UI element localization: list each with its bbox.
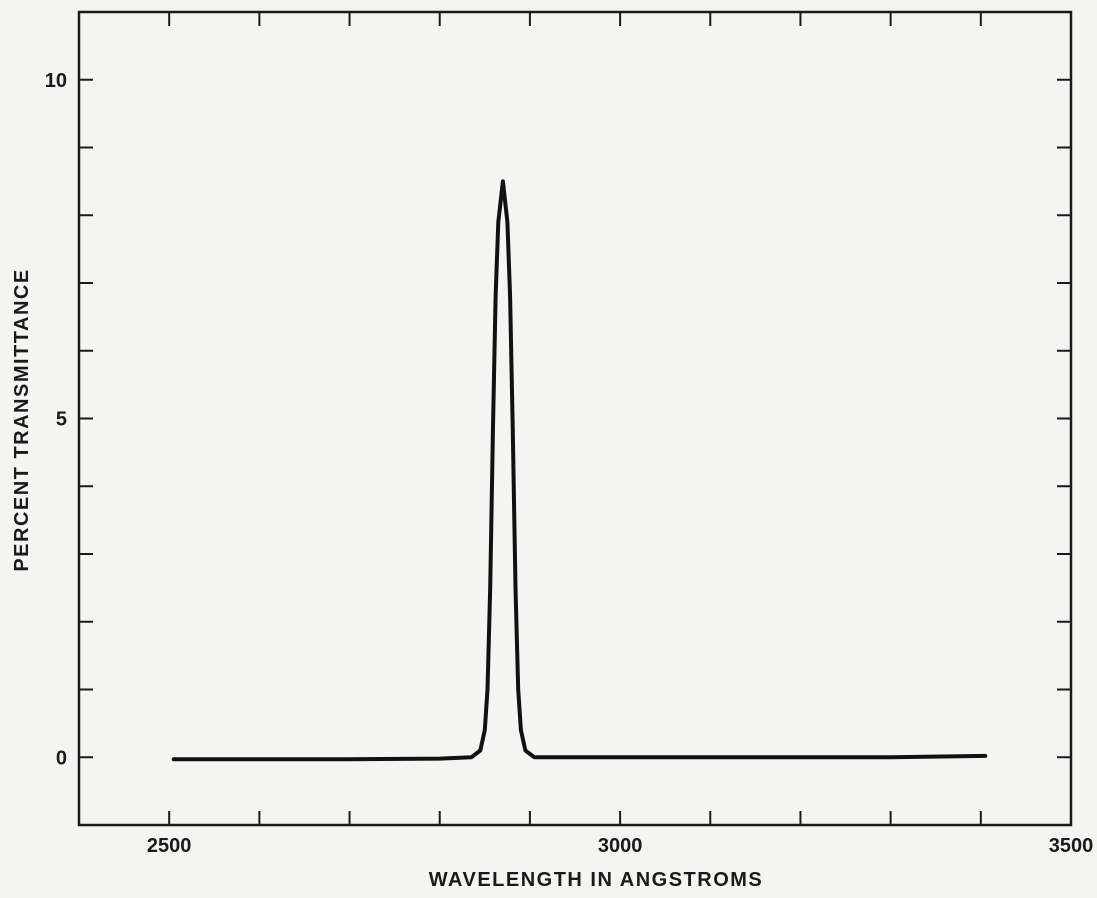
- x-tick-labels: 2500 3000 3500: [147, 835, 1093, 857]
- x-axis-label: WAVELENGTH IN ANGSTROMS: [429, 869, 764, 891]
- y-axis-label: PERCENT TRANSMITTANCE: [11, 268, 33, 571]
- transmittance-curve: [171, 179, 988, 762]
- y-tick-label-0: 0: [56, 747, 67, 769]
- plot-frame: [77, 10, 1073, 827]
- y-ticks: [79, 78, 1071, 759]
- x-tick-label-2500: 2500: [147, 835, 192, 857]
- x-tick-label-3500: 3500: [1049, 835, 1094, 857]
- y-tick-labels: 0 5 10: [45, 70, 67, 770]
- x-ticks: [168, 12, 1072, 825]
- y-tick-label-10: 10: [45, 70, 67, 92]
- x-tick-label-3000: 3000: [598, 835, 643, 857]
- y-tick-label-5: 5: [56, 409, 67, 431]
